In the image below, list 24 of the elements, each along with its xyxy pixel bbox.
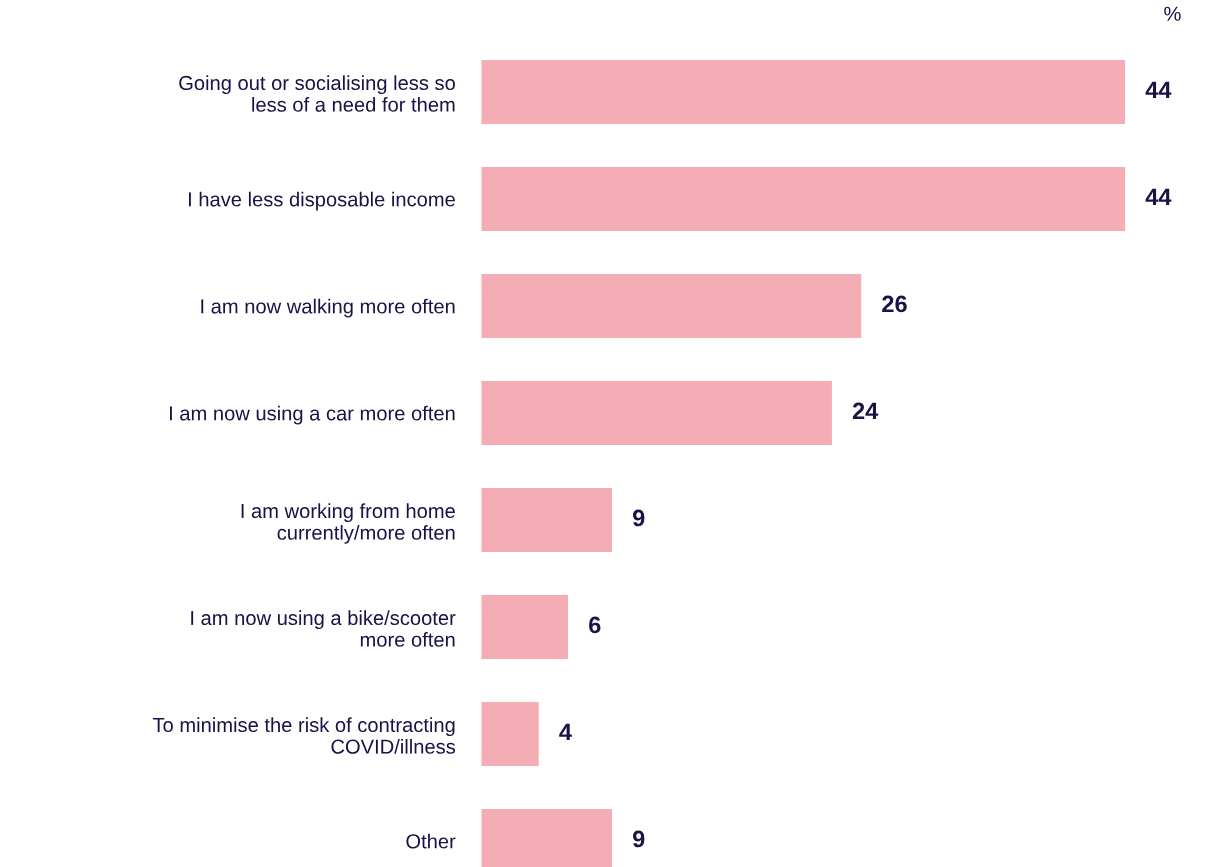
data-label: 9 — [632, 830, 645, 848]
data-label: 44 — [1145, 81, 1172, 99]
data-label: 4 — [559, 723, 572, 741]
y-tick-label: I am now using a bike/scooter more often — [191, 610, 456, 647]
y-tick-label: To minimise the risk of contracting COVID/illness — [152, 717, 456, 754]
y-tick-label: I have less disposable income — [188, 191, 455, 211]
data-label: 24 — [852, 402, 879, 420]
data-label: 44 — [1145, 188, 1172, 206]
bar — [480, 58, 1127, 126]
y-tick-label: I am now walking more often — [201, 298, 455, 318]
bar — [480, 593, 570, 661]
y-tick-label: Other — [406, 833, 456, 849]
y-tick-label: Going out or socialising less so less of a need for them — [179, 75, 455, 112]
bar — [480, 165, 1127, 233]
data-label: 9 — [632, 509, 645, 527]
data-label: 6 — [589, 616, 601, 634]
data-label: 26 — [882, 295, 907, 313]
y-tick-label: I am now using a car more often — [169, 405, 455, 425]
bar — [480, 700, 541, 768]
bar — [480, 272, 863, 340]
bar — [480, 486, 614, 554]
text: % — [1164, 6, 1181, 21]
y-tick-label: I am working from home currently/more often — [241, 503, 455, 544]
bar — [480, 379, 834, 447]
